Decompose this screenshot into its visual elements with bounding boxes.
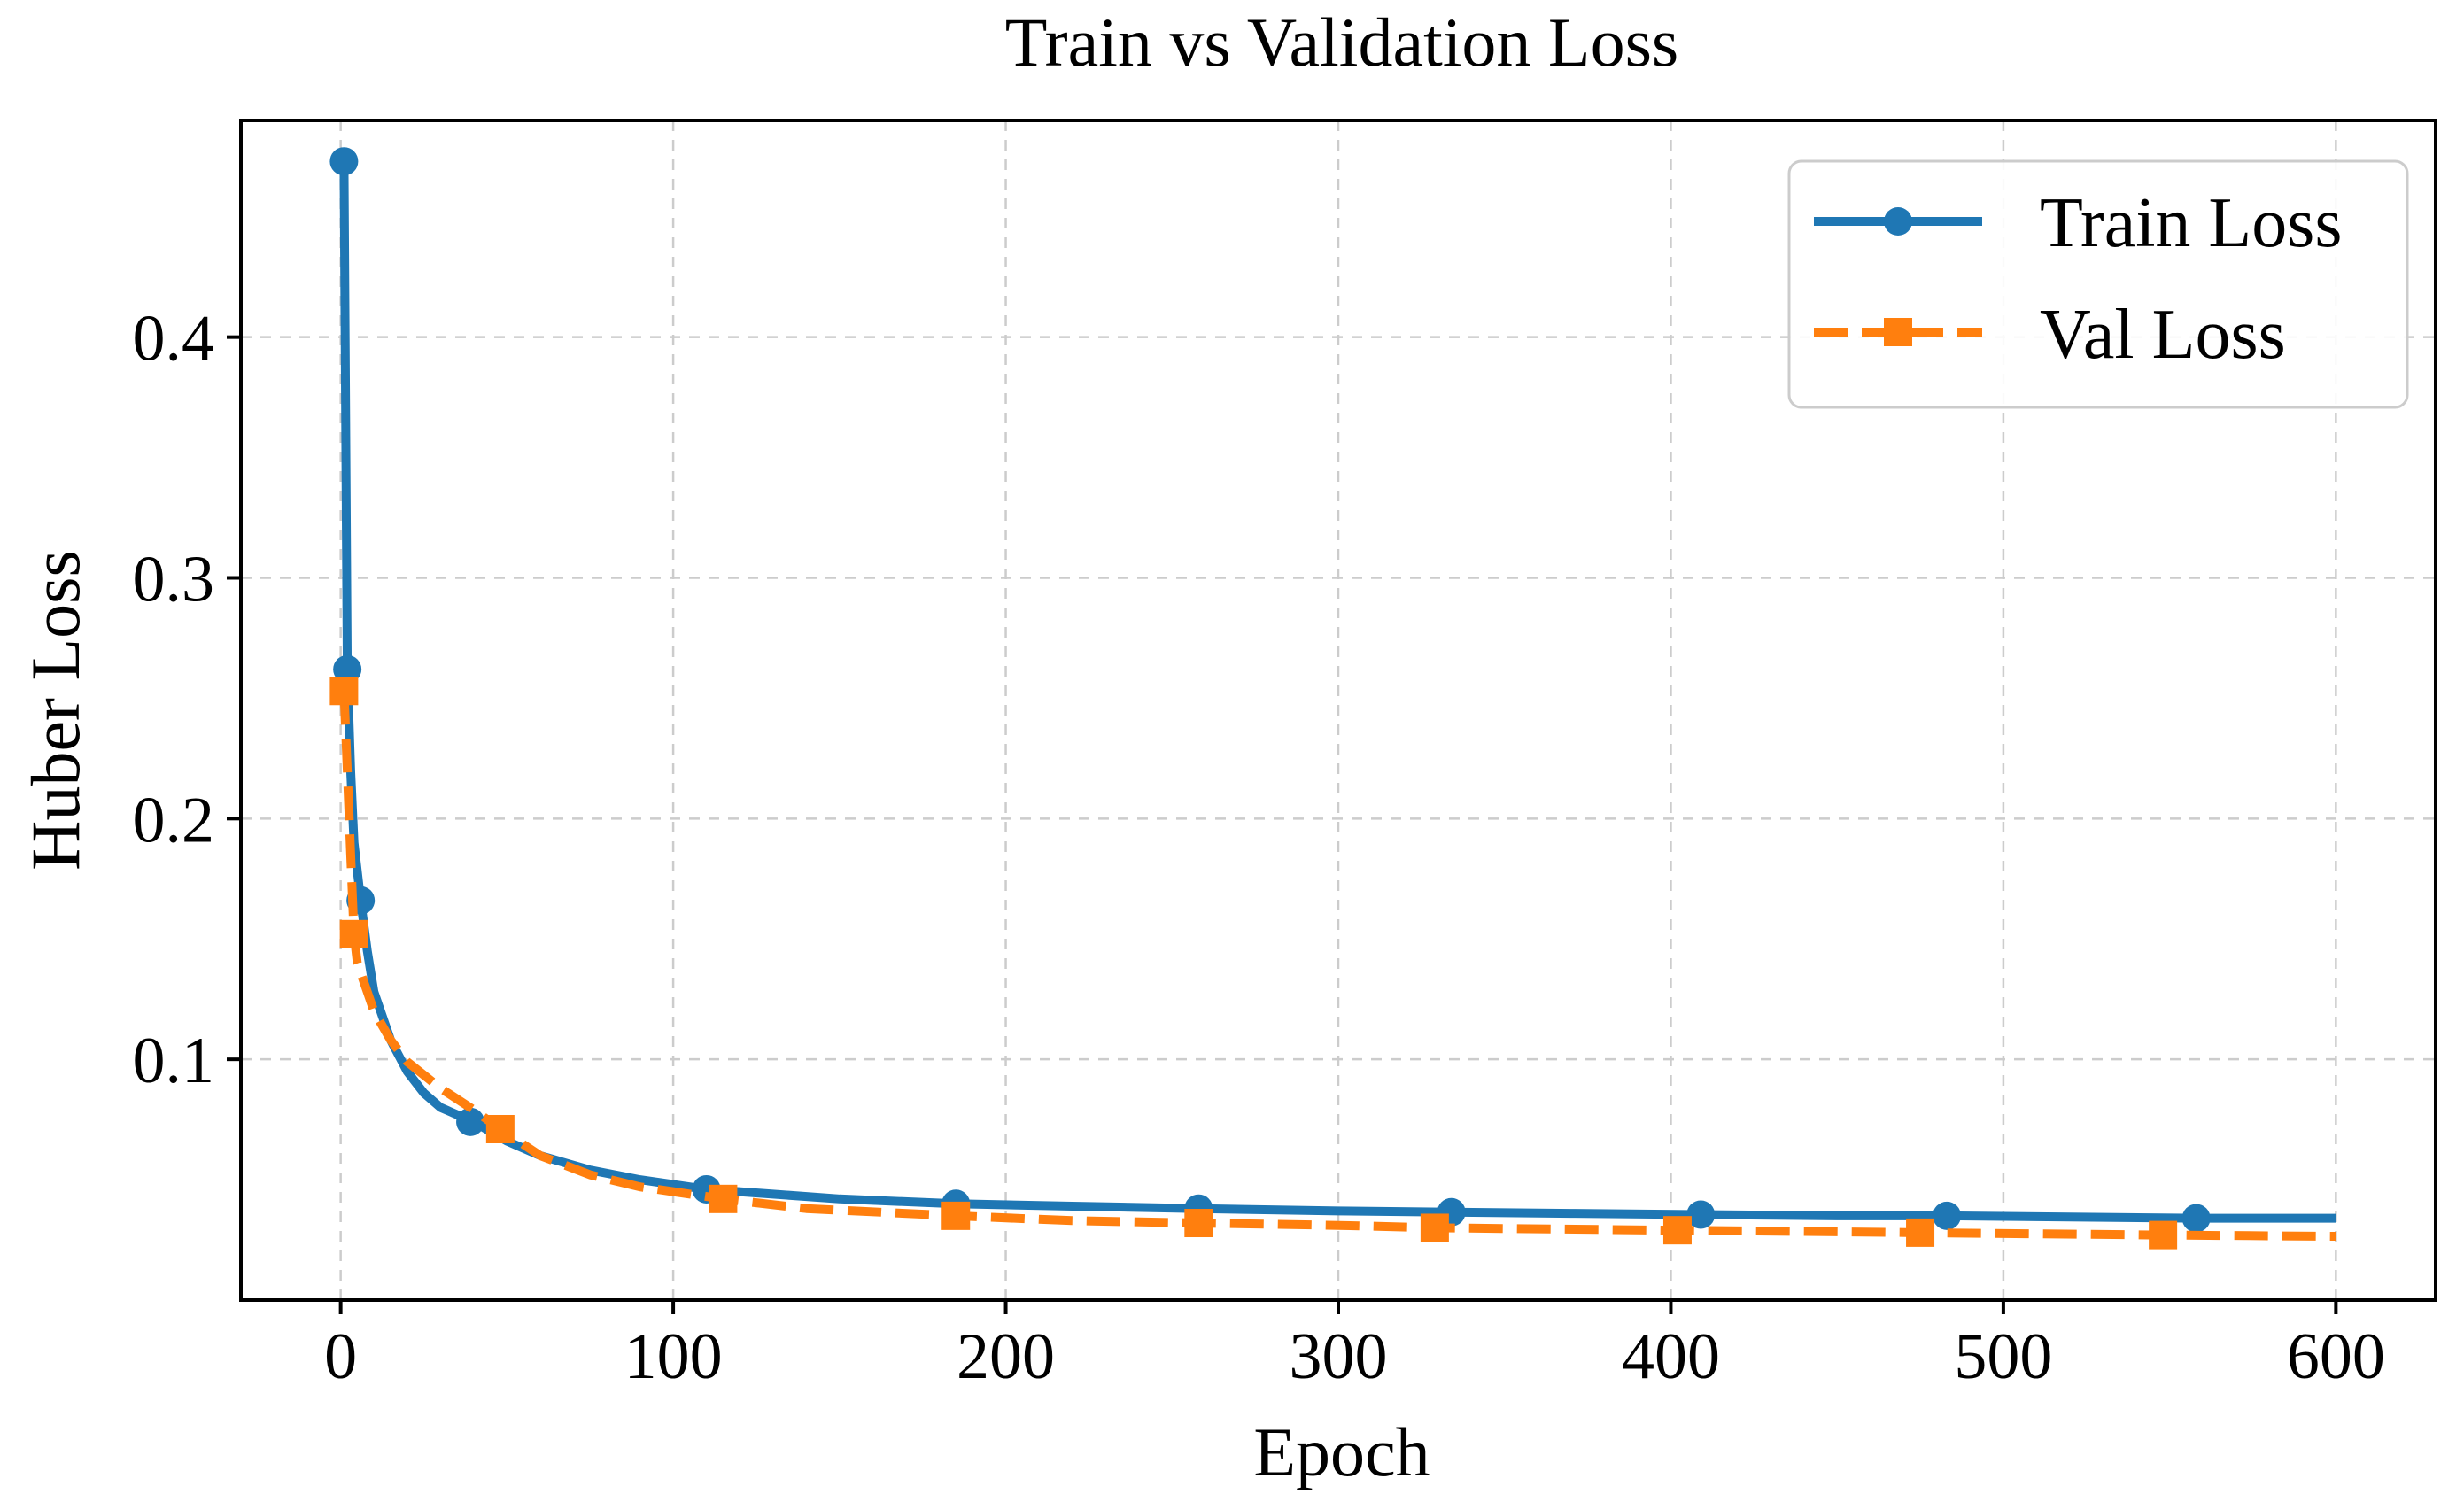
legend-train-marker [1884,207,1912,236]
val-loss-point [1906,1218,1935,1247]
val-loss-point [709,1184,738,1213]
y-tick-label: 0.3 [133,543,215,615]
x-tick-label: 300 [1290,1320,1388,1393]
y-tick-label: 0.2 [133,784,215,856]
x-tick-label: 500 [1954,1320,2052,1393]
val-loss-point [339,919,368,948]
val-loss-point [329,677,359,706]
legend-train-label: Train Loss [2040,184,2343,262]
legend-val-label: Val Loss [2040,296,2286,374]
axis-ticks: 0 100 200 300 400 500 600 0.1 0.2 0.3 0.4 [133,303,2385,1393]
train-loss-point [329,147,359,176]
val-loss-point [1184,1209,1213,1238]
val-loss-point [2149,1220,2178,1250]
val-loss-point [1662,1216,1692,1245]
x-tick-label: 100 [624,1320,723,1393]
val-loss-line [339,691,2336,1241]
chart-title: Train vs Validation Loss [1005,4,1679,81]
val-loss-point [485,1114,515,1143]
x-axis-label: Epoch [1253,1413,1430,1490]
legend-val-marker [1884,318,1912,346]
legend: Train Loss Val Loss [1787,159,2409,409]
train-loss-point [456,1107,485,1136]
train-loss-point [1933,1201,1962,1230]
y-tick-label: 0.4 [133,303,215,375]
x-tick-label: 400 [1622,1320,1720,1393]
x-tick-label: 200 [957,1320,1055,1393]
val-loss-point [941,1201,971,1230]
train-loss-point [1686,1200,1716,1229]
x-tick-label: 0 [324,1320,357,1393]
y-axis-label: Huber Loss [17,550,94,871]
train-loss-point [2181,1204,2211,1233]
x-tick-label: 600 [2287,1320,2385,1393]
series [329,147,2336,1250]
y-tick-label: 0.1 [133,1025,215,1097]
val-loss-point [1420,1213,1449,1242]
train-loss-point [333,654,362,684]
